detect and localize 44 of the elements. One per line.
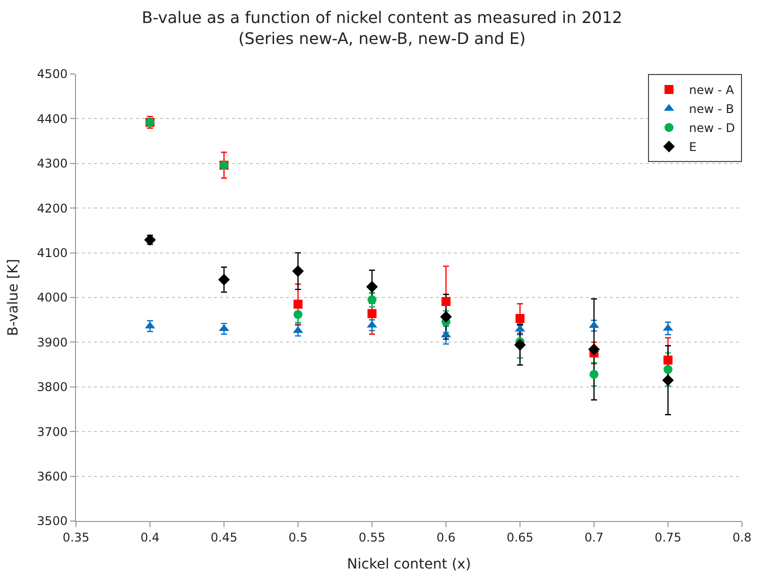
y-tick-label: 4500: [37, 67, 68, 82]
point: [662, 374, 674, 386]
point: [590, 370, 598, 379]
legend-label: E: [689, 140, 697, 154]
point: [514, 339, 526, 351]
y-axis-title: B-value [K]: [6, 258, 22, 336]
y-tick-label: 3500: [37, 514, 68, 528]
point: [442, 297, 450, 306]
point: [440, 310, 452, 323]
point: [368, 309, 376, 318]
x-tick-label: 0.35: [62, 530, 90, 544]
y-tick-label: 3800: [37, 380, 68, 394]
x-axis-title: Nickel content (x): [347, 556, 471, 573]
x-tick-label: 0.8: [732, 530, 752, 544]
legend-label: new - A: [689, 83, 735, 98]
point: [366, 280, 378, 293]
y-tick-label: 3700: [37, 424, 68, 439]
point: [516, 314, 524, 324]
y-tick-label: 4400: [37, 112, 68, 126]
point: [294, 300, 302, 309]
point: [292, 265, 304, 277]
chart-title: B-value as a function of nickel content as measured in 2012 (Series new-A, new-B, new-D and E): [142, 8, 622, 48]
y-tick-label: 4300: [37, 156, 68, 171]
point: [294, 310, 302, 319]
x-tick-label: 0.7: [584, 530, 604, 544]
point: [664, 356, 672, 365]
legend-label: new - B: [689, 102, 734, 116]
x-tick-label: 0.6: [436, 530, 456, 544]
point: [218, 274, 230, 286]
x-tick-label: 0.55: [358, 530, 386, 544]
y-tick-label: 3600: [37, 470, 68, 484]
point: [368, 295, 376, 304]
point: [664, 364, 672, 374]
x-tick-label: 0.45: [210, 530, 238, 544]
legend-label: new - D: [689, 121, 736, 136]
point: [588, 344, 600, 356]
x-tick-label: 0.65: [506, 530, 534, 544]
x-tick-label: 0.4: [140, 530, 160, 544]
y-tick-label: 4000: [37, 290, 68, 305]
x-tick-label: 0.75: [654, 530, 682, 544]
y-tick-label: 3900: [37, 335, 68, 350]
y-tick-label: 4200: [37, 201, 68, 216]
x-tick-label: 0.5: [288, 530, 308, 544]
y-tick-label: 4100: [37, 246, 68, 260]
